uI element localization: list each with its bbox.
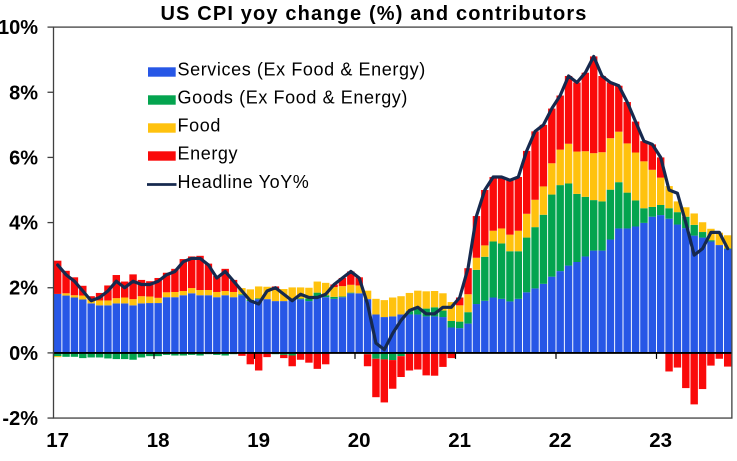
svg-text:Goods (Ex Food & Energy): Goods (Ex Food & Energy) (178, 88, 409, 108)
svg-text:US CPI yoy change (%) and cont: US CPI yoy change (%) and contributors (160, 3, 587, 25)
svg-text:-2%: -2% (2, 408, 38, 430)
svg-text:Services (Ex Food & Energy): Services (Ex Food & Energy) (178, 60, 426, 80)
svg-text:20: 20 (348, 429, 371, 452)
svg-text:17: 17 (46, 429, 69, 452)
svg-text:23: 23 (649, 429, 672, 452)
svg-text:19: 19 (247, 429, 270, 452)
svg-text:Headline YoY%: Headline YoY% (178, 172, 310, 192)
svg-text:4%: 4% (9, 213, 38, 235)
svg-text:Food: Food (178, 116, 221, 136)
svg-text:8%: 8% (9, 82, 38, 104)
svg-text:18: 18 (147, 429, 170, 452)
svg-text:2%: 2% (9, 278, 38, 300)
svg-text:10%: 10% (0, 17, 38, 39)
svg-text:Energy: Energy (178, 144, 239, 164)
svg-text:0%: 0% (9, 343, 38, 365)
svg-text:22: 22 (549, 429, 572, 452)
svg-text:6%: 6% (9, 147, 38, 169)
svg-text:21: 21 (448, 429, 471, 452)
